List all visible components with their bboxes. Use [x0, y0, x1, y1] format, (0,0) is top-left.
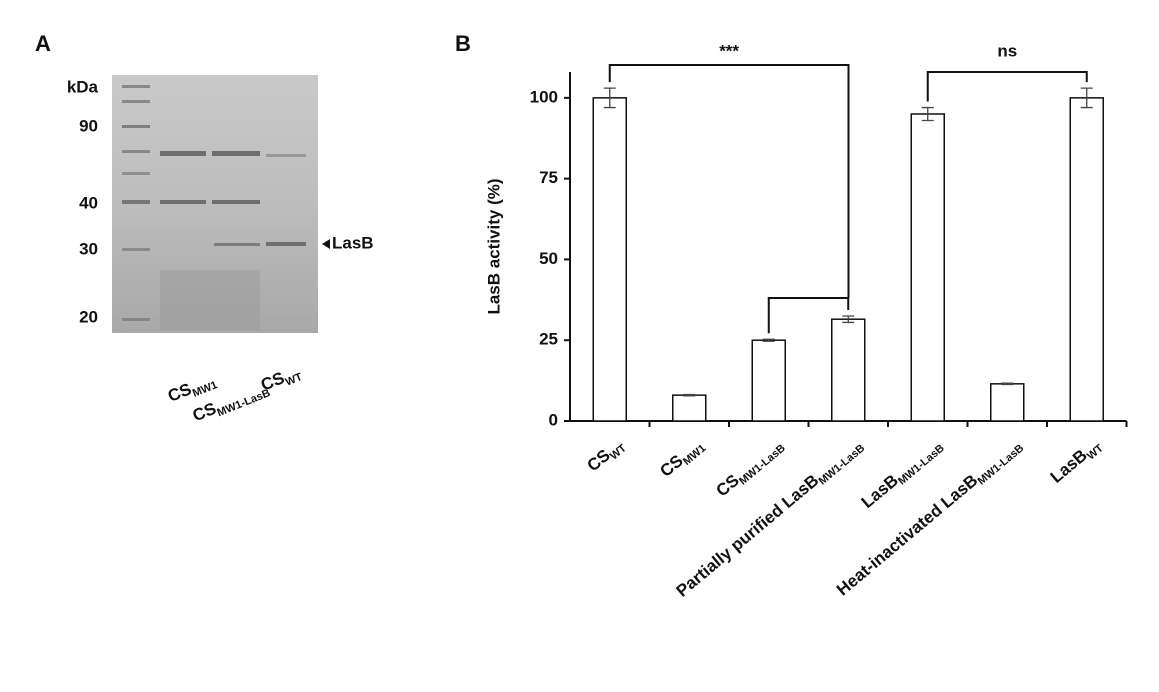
lane-label: CSWT [258, 362, 304, 397]
panel-label: A [35, 31, 51, 56]
label-subscript: MW1-LasB [975, 442, 1026, 487]
error-bar [603, 87, 616, 109]
label-base: CS [165, 380, 194, 406]
label-subscript: MW1-LasB [896, 442, 947, 487]
x-tick-label: CSMW1 [657, 435, 709, 483]
x-tick-label: LasBWT [1047, 435, 1106, 489]
error-bar [1001, 382, 1014, 386]
chart-panel: B [455, 31, 471, 56]
marker-label: 90 [79, 116, 98, 135]
band-label: LasB [332, 233, 374, 252]
label-base: CS [713, 471, 743, 501]
label-base: LasB [858, 471, 902, 512]
gel-unit: kDa [67, 77, 99, 96]
marker-label: 30 [79, 239, 98, 258]
label-base: CS [584, 446, 614, 476]
y-tick-label: 50 [539, 249, 558, 268]
x-tick-label: CSWT [584, 435, 629, 478]
label-subscript: WT [284, 371, 305, 389]
y-axis-label: LasB activity (%) [484, 178, 503, 314]
annotation: ns [997, 41, 1017, 60]
y-tick-label: 25 [539, 330, 558, 349]
bar [831, 318, 866, 422]
bar [672, 394, 707, 422]
error-bar [1080, 87, 1093, 109]
bar [910, 113, 945, 422]
label-subscript: MW1-LasB [737, 442, 788, 487]
y-tick-label: 75 [539, 168, 558, 187]
gel-panel: A kDa LasB [35, 31, 374, 333]
label-base: CS [657, 451, 687, 481]
gel-bands [122, 85, 306, 330]
bar [990, 383, 1025, 422]
error-bar [683, 393, 696, 397]
label-subscript: MW1 [681, 442, 708, 468]
bracket [926, 71, 1088, 102]
panel-label: B [455, 31, 471, 56]
error-bar [842, 315, 855, 324]
error-bar [762, 338, 775, 342]
label-base: Partially purified LasB [673, 471, 823, 601]
bar [751, 339, 786, 422]
bar [592, 97, 627, 422]
label-base: CS [190, 399, 219, 425]
band-arrow [322, 239, 330, 249]
label-subscript: MW1 [191, 379, 219, 400]
annotation: *** [719, 41, 739, 60]
label-base: LasB [1047, 446, 1091, 487]
marker-label: 20 [79, 307, 98, 326]
y-tick-label: 0 [549, 410, 558, 429]
error-bar [921, 106, 934, 122]
bar [1069, 97, 1104, 422]
bracket [608, 64, 850, 334]
x-tick-label: CSMW1-LasB [713, 435, 788, 503]
marker-label: 40 [79, 193, 98, 212]
y-tick-label: 100 [530, 87, 558, 106]
label-base: Heat-inactivated LasB [833, 471, 981, 600]
label-subscript: MW1-LasB [816, 442, 867, 487]
